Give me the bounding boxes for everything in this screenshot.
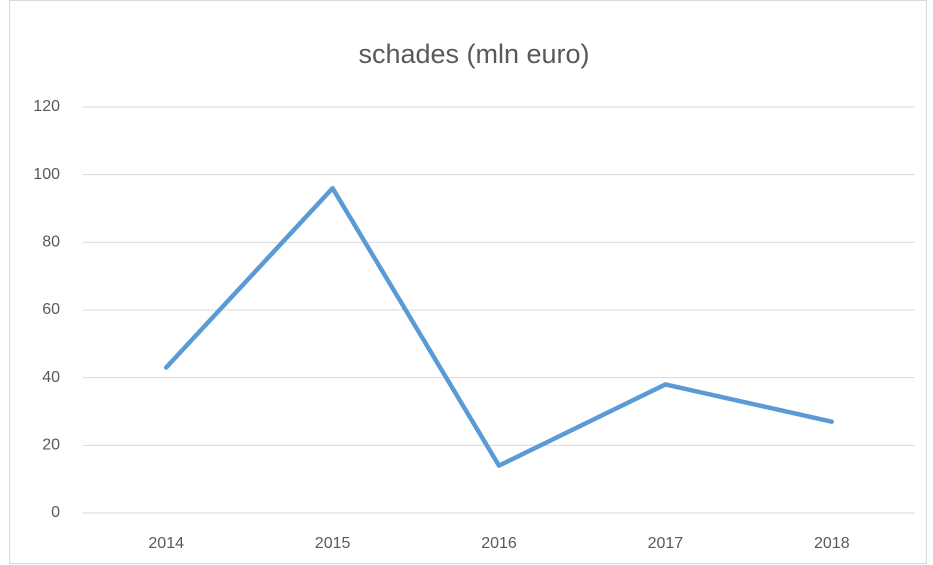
chart-frame: [9, 0, 927, 564]
y-tick-label: 80: [42, 234, 60, 251]
x-tick-label: 2016: [481, 535, 517, 552]
x-tick-label: 2018: [814, 535, 850, 552]
chart-title: schades (mln euro): [358, 39, 589, 69]
y-tick-label: 100: [33, 166, 60, 183]
y-tick-label: 20: [42, 437, 60, 454]
y-tick-label: 40: [42, 369, 60, 386]
y-tick-label: 120: [33, 98, 60, 115]
y-tick-label: 0: [51, 504, 60, 521]
data-line: [163, 185, 835, 468]
x-tick-label: 2014: [148, 535, 184, 552]
x-tick-label: 2015: [315, 535, 351, 552]
y-tick-label: 60: [42, 301, 60, 318]
x-tick-label: 2017: [648, 535, 684, 552]
